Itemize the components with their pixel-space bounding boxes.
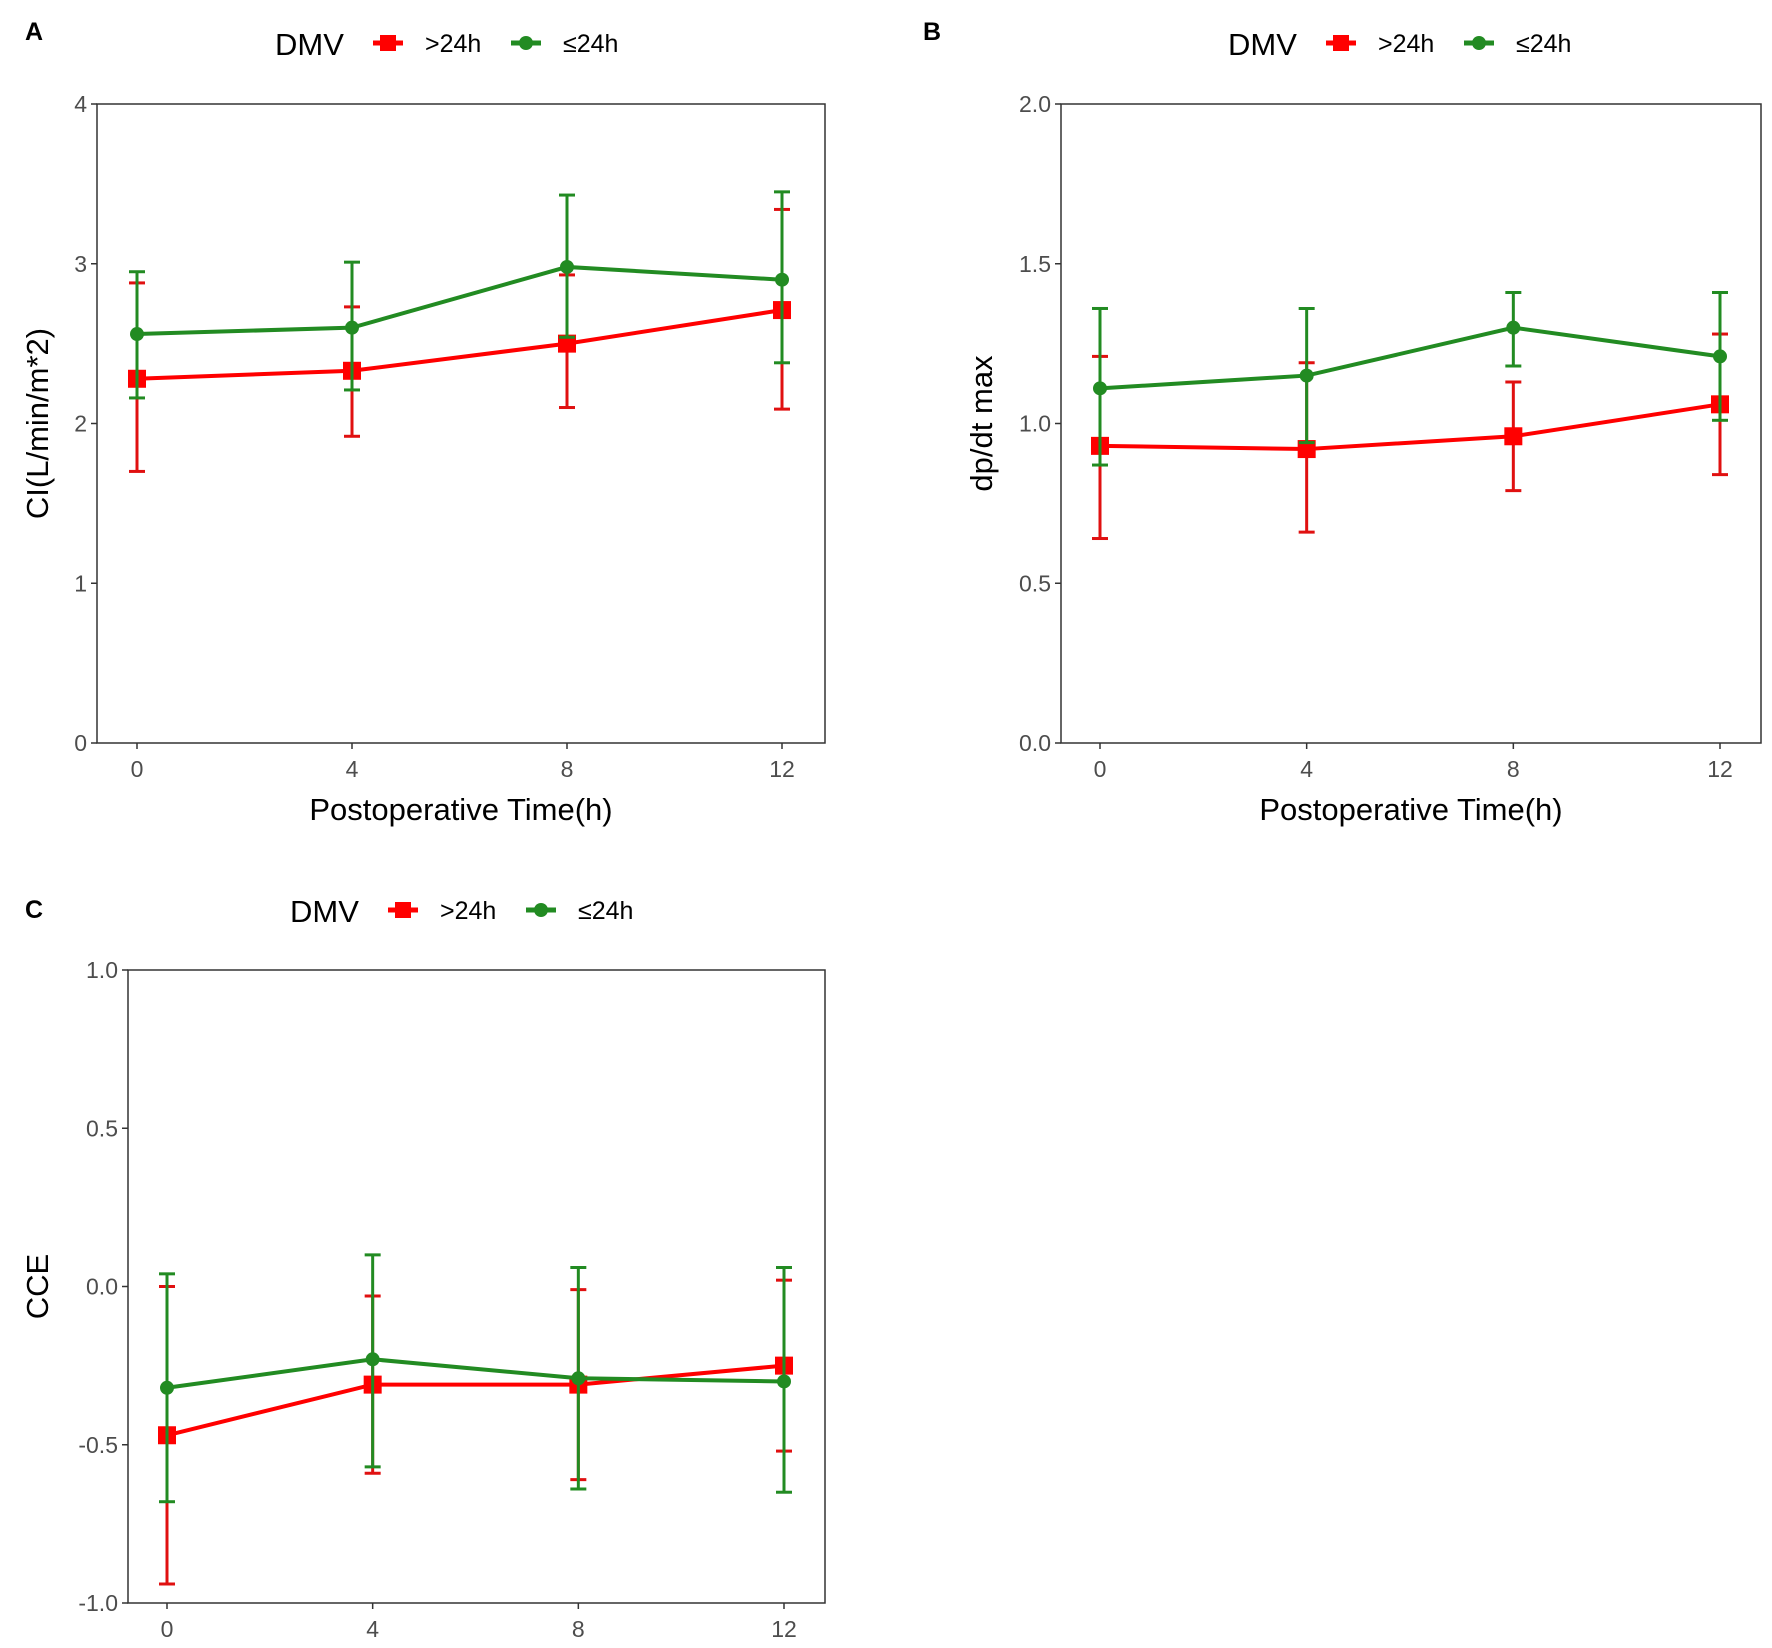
legend-title: DMV [275, 27, 344, 62]
legend-title: DMV [290, 894, 359, 929]
series-gt24h [158, 1278, 793, 1586]
legend-label: ≤24h [1516, 30, 1571, 58]
y-tick-label: 1.5 [1019, 251, 1051, 277]
legend-marker-square [380, 35, 396, 51]
data-point-circle [1093, 381, 1107, 396]
x-tick-label: 8 [1507, 756, 1520, 782]
legend-marker-circle [534, 903, 548, 917]
data-point-circle [345, 320, 359, 335]
y-tick-label: 2.0 [1019, 91, 1051, 117]
legend-marker-square [395, 902, 411, 918]
x-tick-label: 12 [771, 1616, 797, 1642]
x-tick-label: 4 [366, 1616, 379, 1642]
legend-label: ≤24h [563, 30, 618, 58]
legend-label: >24h [440, 897, 496, 925]
y-tick-label: 1.0 [1019, 411, 1051, 437]
data-point-square [558, 334, 576, 353]
legend: DMV >24h ≤24h [290, 894, 633, 929]
y-axis-title: CCE [20, 1254, 55, 1319]
x-tick-label: 8 [561, 756, 574, 782]
y-tick-label: 3 [74, 251, 87, 277]
panel-label: A [25, 18, 43, 46]
y-tick-label: -0.5 [78, 1432, 118, 1458]
y-tick-label: 1 [74, 570, 87, 596]
data-point-square [1504, 427, 1523, 446]
series-le24h [1092, 291, 1728, 467]
legend-marker-square [1333, 35, 1349, 51]
series-line [166, 1357, 785, 1390]
data-point-square [1297, 440, 1316, 459]
series-line [1099, 325, 1721, 391]
y-axis-title: dp/dt max [964, 355, 999, 492]
series-gt24h [1091, 332, 1729, 541]
data-point-circle [1713, 349, 1727, 364]
chart-panel-c: CDMV>24h≤24h-1.0-0.50.00.51.004812Postop… [20, 894, 826, 1642]
panel-label: C [25, 896, 43, 924]
chart-panel-b: B DMV >24h ≤24h 0.0 0.5 1.0 1.5 2.0 0 4 8 12 Postoper… [923, 18, 1762, 827]
plot-panel-border [1060, 103, 1762, 744]
y-tick-label: 0 [74, 730, 87, 756]
y-tick-label: 1.0 [86, 957, 118, 983]
y-tick-label: -1.0 [78, 1590, 118, 1616]
series-line [166, 1363, 785, 1438]
plot-panel-border [96, 103, 826, 744]
series-le24h [129, 190, 790, 400]
legend-marker-circle [1472, 36, 1486, 50]
legend-label: >24h [1378, 30, 1434, 58]
x-tick-label: 12 [769, 756, 795, 782]
y-tick-label: 2 [74, 411, 87, 437]
y-tick-label: 0.5 [1019, 570, 1051, 596]
data-point-circle [775, 272, 789, 287]
x-axis-title: Postoperative Time(h) [309, 792, 612, 827]
series-gt24h [128, 207, 791, 473]
y-tick-label: 0.0 [1019, 730, 1051, 756]
data-point-circle [1299, 368, 1314, 383]
legend: DMV >24h ≤24h [1228, 27, 1571, 62]
series-line [136, 308, 783, 381]
x-tick-label: 4 [346, 756, 359, 782]
legend-label: ≤24h [578, 897, 633, 925]
y-tick-label: 0.5 [86, 1115, 118, 1141]
series-line [136, 264, 783, 337]
y-tick-label: 4 [74, 91, 87, 117]
data-point-circle [1506, 320, 1521, 335]
data-point-circle [365, 1352, 380, 1367]
data-point-circle [160, 1380, 174, 1395]
plot-panel-border [127, 969, 826, 1604]
x-tick-label: 8 [572, 1616, 585, 1642]
y-tick-label: 0.0 [86, 1274, 118, 1300]
series-line [1099, 402, 1721, 452]
y-axis-title: CI(L/min/m*2) [20, 328, 55, 519]
legend-title: DMV [1228, 27, 1297, 62]
x-tick-label: 0 [1094, 756, 1107, 782]
x-axis-title: Postoperative Time(h) [1259, 792, 1562, 827]
x-tick-label: 4 [1300, 756, 1313, 782]
data-point-circle [777, 1374, 791, 1389]
x-tick-label: 0 [161, 1616, 174, 1642]
series-le24h [159, 1253, 792, 1504]
legend-marker-circle [519, 36, 533, 50]
x-tick-label: 0 [131, 756, 144, 782]
data-point-circle [130, 327, 144, 342]
data-point-circle [560, 259, 574, 274]
panel-label: B [923, 18, 941, 46]
legend: DMV >24h ≤24h [275, 27, 618, 62]
data-point-circle [571, 1371, 586, 1386]
legend-label: >24h [425, 30, 481, 58]
x-tick-label: 12 [1707, 756, 1733, 782]
